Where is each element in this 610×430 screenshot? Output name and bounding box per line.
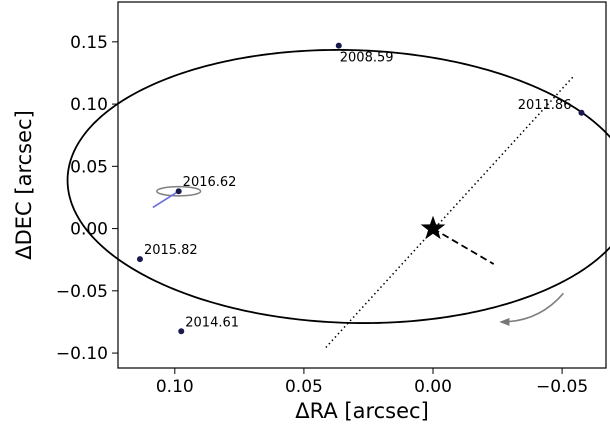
plot-frame: [117, 1, 607, 369]
epoch-label: 2008.59: [340, 51, 394, 66]
y-tick-label: 0.00: [70, 220, 108, 240]
orbit-ellipse: [66, 48, 610, 324]
primary-star-marker: [420, 215, 446, 240]
data-point: [578, 109, 585, 116]
axis-ticks: 0.10 0.05 0.00 −0.05 0.15 0.10 0.05 0.00 −0.05 −0…: [56, 33, 588, 397]
y-tick-label: 0.15: [70, 33, 108, 53]
data-point: [178, 328, 185, 335]
epoch-label: 2014.61: [185, 315, 239, 330]
x-tick-label: 0.10: [156, 377, 194, 397]
y-tick-label: 0.05: [70, 157, 108, 177]
epoch-label: 2011.86: [518, 98, 572, 113]
offset-line: [152, 190, 180, 209]
x-tick-label: −0.05: [536, 377, 588, 397]
periastron-line: [432, 227, 495, 265]
x-axis-title: ΔRA [arcsec]: [295, 399, 429, 423]
y-tick-label: −0.10: [56, 344, 108, 364]
data-point: [175, 188, 182, 195]
epoch-label: 2015.82: [144, 243, 198, 258]
epoch-label: 2016.62: [183, 175, 237, 190]
x-tick-label: 0.00: [414, 377, 452, 397]
y-tick-label: −0.05: [56, 282, 108, 302]
y-tick-label: 0.10: [70, 95, 108, 115]
data-point: [335, 42, 342, 49]
data-point: [136, 256, 143, 263]
y-axis-title: ΔDEC [arcsec]: [12, 110, 36, 260]
line-of-nodes: [325, 75, 575, 348]
chart-marks: 2008.59 2011.86 2016.62 2015.82 2014.61: [66, 42, 610, 348]
error-ellipse: [155, 185, 202, 197]
motion-direction-arrow: [499, 292, 565, 326]
x-tick-label: 0.05: [285, 377, 323, 397]
